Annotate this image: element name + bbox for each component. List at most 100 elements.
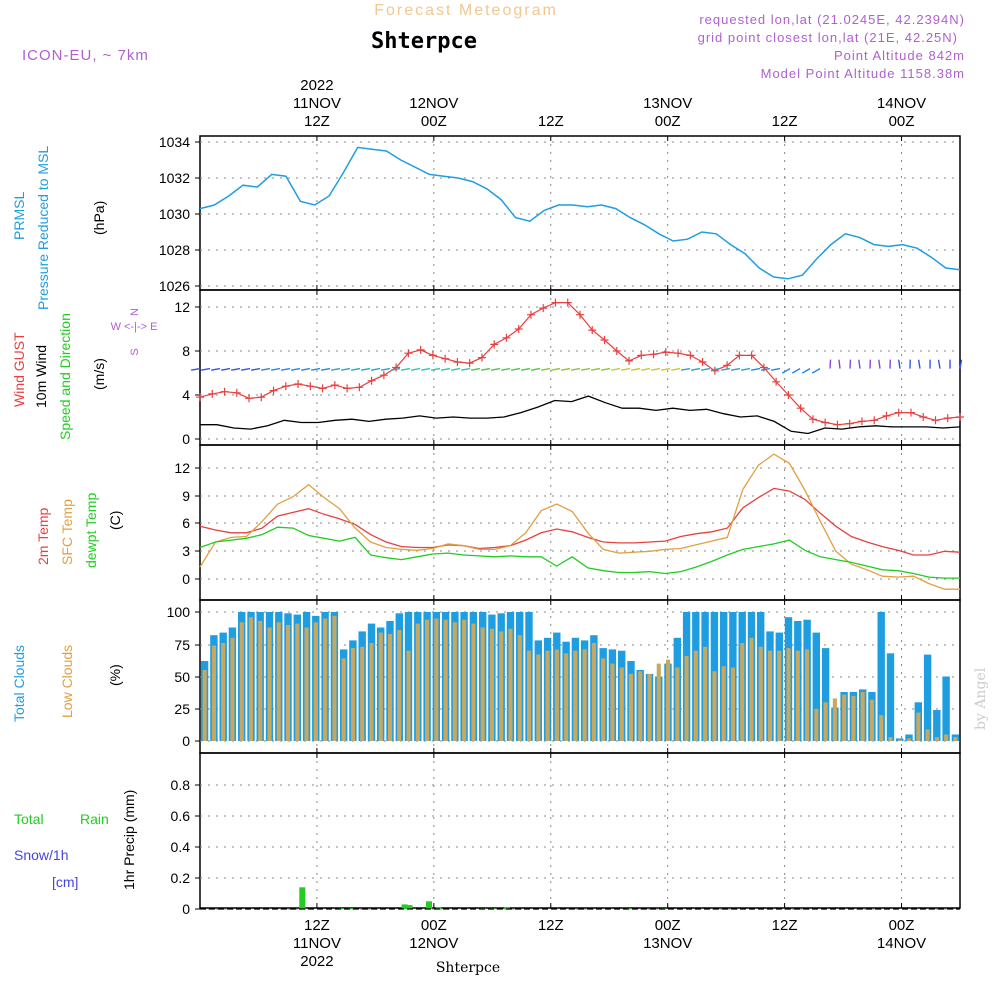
gust-point	[404, 349, 413, 358]
precip-unit-cm: [cm]	[52, 874, 78, 890]
precip-snow-label: Snow/1h	[14, 847, 68, 863]
temp-line-0	[199, 487, 961, 556]
compass-n: N	[129, 308, 141, 316]
gust-point	[576, 310, 584, 319]
low-cloud-bar	[443, 619, 448, 741]
low-cloud-bar	[675, 667, 680, 741]
precip-bar	[348, 908, 354, 910]
wind-line	[200, 395, 961, 435]
gust-point	[441, 354, 450, 363]
gust-point	[821, 418, 830, 427]
wind-arrow	[501, 367, 511, 371]
low-cloud-bar	[888, 737, 893, 741]
gust-point	[919, 413, 928, 421]
wind-arrow	[601, 367, 611, 371]
low-cloud-bar	[740, 643, 745, 741]
top-time-label: 12Z	[304, 113, 330, 130]
top-time-label: 14NOV	[877, 95, 926, 112]
pressure-label-2: Pressure Reduced to MSL	[35, 146, 51, 310]
top-time-label: 2022	[300, 77, 333, 94]
gust-point	[490, 340, 499, 349]
gust-point	[625, 356, 634, 365]
gust-point	[931, 416, 940, 425]
requested-coords: requested lon,lat (21.0245E, 42.2394N)	[699, 12, 965, 27]
gust-point	[232, 388, 241, 397]
top-time-label: 12NOV	[409, 95, 458, 112]
wind-arrow	[897, 359, 901, 369]
chart-subtitle: Forecast Meteogram	[374, 2, 558, 19]
low-cloud-bar	[925, 729, 930, 741]
precip-bar	[299, 887, 306, 909]
gust-point	[355, 383, 364, 392]
low-cloud-bar	[313, 622, 318, 741]
precip-ytick-label: 0.4	[171, 839, 191, 855]
low-cloud-bar	[758, 646, 763, 741]
gust-point	[428, 351, 437, 360]
wind-arrow	[331, 367, 341, 371]
temp-ytick-label: 9	[182, 488, 190, 504]
low-cloud-bar	[703, 646, 708, 741]
wind-arrow	[341, 367, 351, 371]
gust-point	[735, 351, 744, 360]
low-cloud-bar	[795, 650, 800, 741]
panel-temp: 12 9 6 3 0	[174, 444, 961, 601]
precip-frame	[199, 752, 961, 909]
temp-line-2	[199, 526, 960, 579]
low-cloud-bar	[582, 649, 587, 741]
wind-arrow	[641, 367, 651, 371]
wind-arrow	[521, 367, 531, 371]
wind-arrow	[711, 367, 721, 371]
low-cloud-bar	[684, 655, 689, 741]
wind-arrow	[401, 367, 411, 371]
point-altitude: Point Altitude 842m	[834, 48, 965, 63]
low-cloud-bar	[536, 654, 541, 741]
low-cloud-bar	[619, 667, 624, 741]
temp-ytick-label: 6	[182, 515, 190, 531]
low-cloud-bar	[573, 650, 578, 741]
gust-point	[563, 298, 572, 307]
low-cloud-bar	[202, 670, 207, 741]
bottom-time-label: 00Z	[421, 917, 447, 934]
gust-point	[208, 389, 217, 398]
total-cloud-bar	[812, 632, 820, 741]
low-cloud-bar	[397, 630, 402, 741]
wind-arrow	[781, 367, 791, 374]
wind-arrow	[201, 367, 211, 371]
precip-unit: 1hr Precip (mm)	[121, 790, 137, 890]
cloud-ytick-label: 75	[174, 637, 190, 653]
temp-ytick-label: 12	[174, 460, 190, 476]
wind-arrow	[261, 367, 271, 371]
low-cloud-bar	[258, 621, 263, 741]
pressure-ytick-label: 1030	[159, 206, 190, 222]
wind-arrow	[361, 367, 371, 371]
cloud-ytick-label: 50	[174, 669, 190, 685]
wind-arrow	[651, 367, 661, 371]
gust-point	[845, 419, 854, 428]
pressure-ytick-label: 1028	[159, 242, 190, 258]
gust-point	[306, 382, 315, 391]
gust-point	[281, 382, 290, 391]
wind-arrow	[351, 367, 361, 371]
bottom-time-label: 12NOV	[409, 935, 458, 952]
low-cloud-bar	[907, 738, 912, 741]
wind-arrow	[771, 367, 781, 371]
gust-point	[588, 326, 597, 335]
gust-point	[943, 414, 952, 423]
wind-arrow	[461, 367, 471, 371]
gust-point	[502, 333, 511, 342]
gust-point	[723, 361, 732, 370]
total-cloud-bar	[933, 710, 941, 741]
gust-point	[649, 350, 658, 359]
gust-point	[772, 377, 781, 386]
wind-arrow	[581, 367, 591, 371]
top-time-label: 11NOV	[293, 95, 341, 112]
low-cloud-bar	[545, 650, 550, 741]
low-cloud-bar	[832, 698, 837, 741]
wind-arrow	[451, 367, 461, 371]
low-cloud-bar	[564, 653, 569, 741]
top-time-label: 00Z	[421, 113, 447, 130]
model-altitude: Model Point Altitude 1158.38m	[761, 66, 965, 81]
wind-arrow	[311, 367, 321, 371]
wind-arrow	[281, 367, 291, 371]
gust-point	[857, 417, 866, 426]
